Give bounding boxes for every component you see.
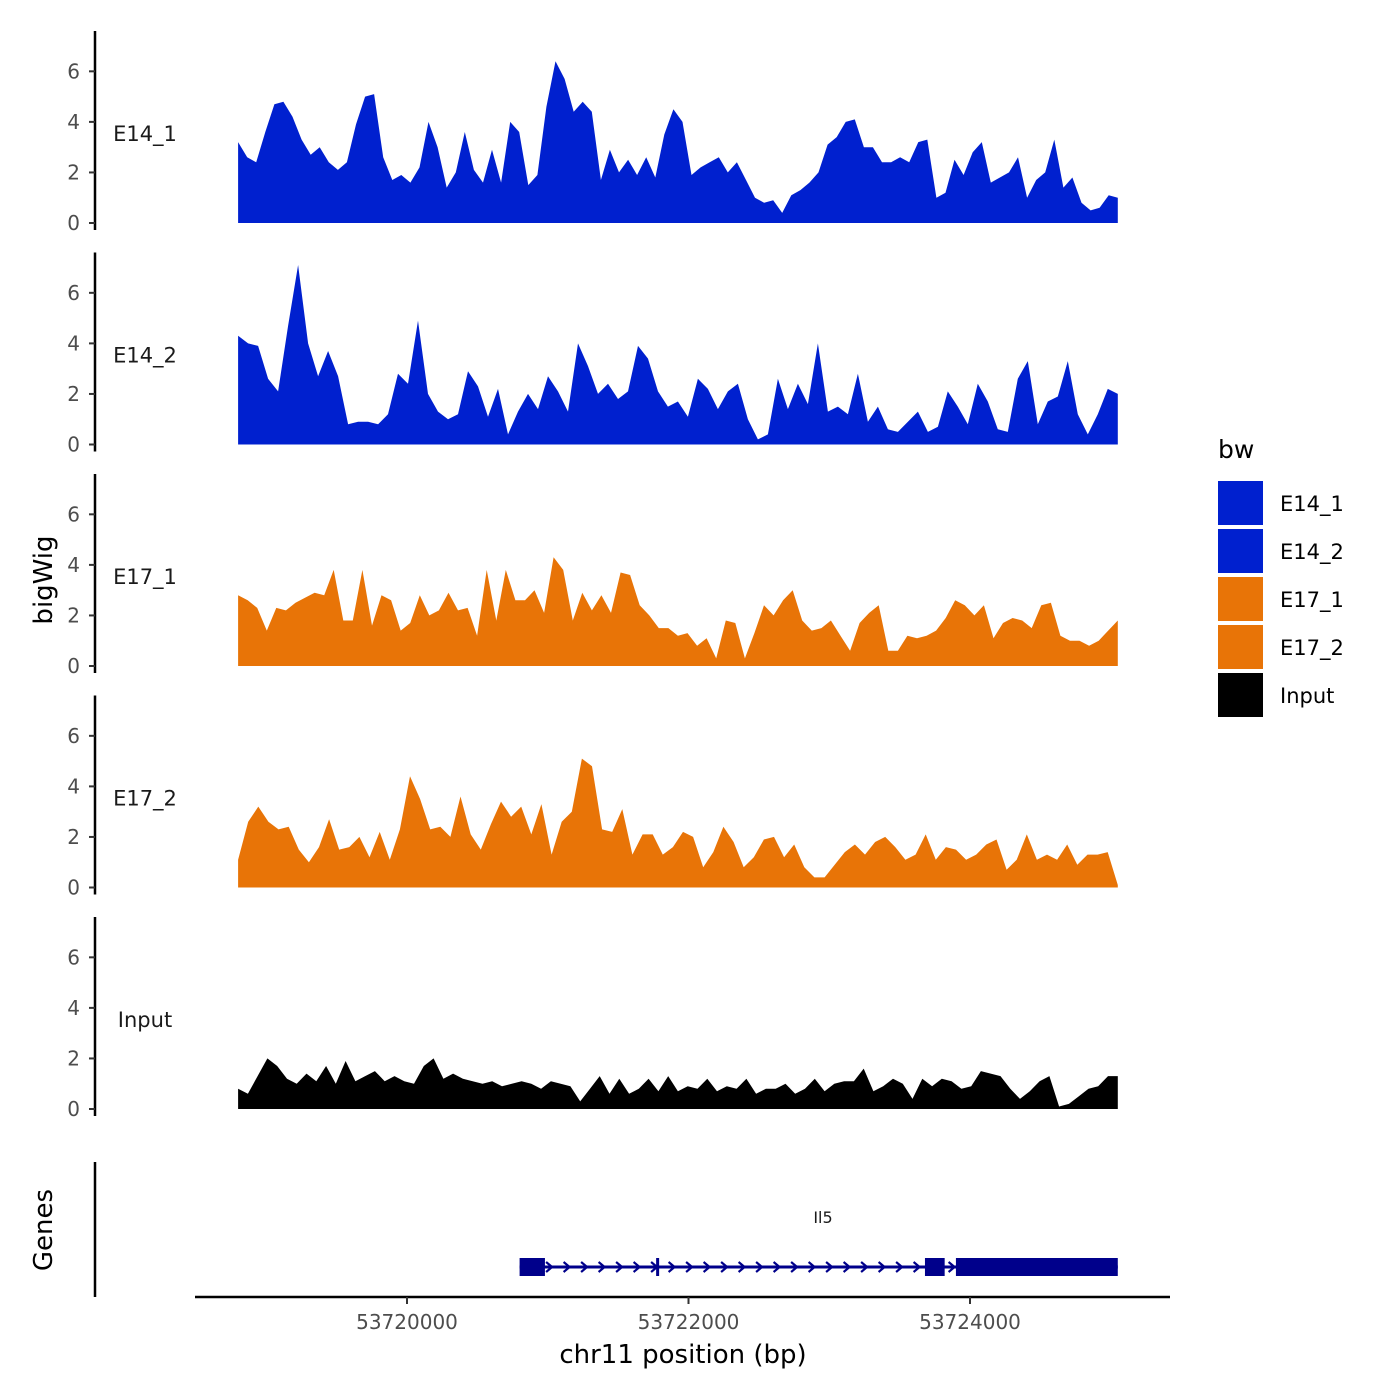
track-input: 0 2 4 6 Input xyxy=(67,917,1118,1121)
strand-arrow xyxy=(895,1261,904,1273)
signal-area-e14-1 xyxy=(238,61,1118,224)
x-tick-label: 53722000 xyxy=(638,1310,740,1334)
y-tick-label: 6 xyxy=(67,281,80,305)
strand-arrow xyxy=(545,1261,554,1273)
gene-track: Genes Il5 xyxy=(29,1162,1118,1297)
y-tick-label: 0 xyxy=(67,654,80,678)
x-axis-title: chr11 position (bp) xyxy=(559,1340,806,1370)
y-tick-label: 6 xyxy=(67,59,80,83)
strand-arrow xyxy=(825,1261,834,1273)
strand-arrow xyxy=(720,1261,729,1273)
strand-arrow xyxy=(685,1261,694,1273)
strand-arrow xyxy=(667,1261,677,1273)
strand-arrow xyxy=(580,1261,589,1273)
legend: bw E14_1 E14_2 E17_1 E17_2 Input xyxy=(1218,435,1344,717)
strand-arrow xyxy=(632,1261,642,1273)
legend-swatch xyxy=(1218,625,1263,669)
strand-arrow xyxy=(947,1261,957,1273)
strand-arrow xyxy=(737,1261,747,1273)
legend-label: E17_2 xyxy=(1280,636,1344,661)
gene-exon xyxy=(656,1258,660,1276)
y-tick-label: 6 xyxy=(67,502,80,526)
strand-arrow xyxy=(877,1261,887,1273)
track-e14-1: 0 2 4 6 E14_1 xyxy=(67,31,1118,235)
legend-label: E14_1 xyxy=(1280,492,1344,517)
gene-model-il5 xyxy=(519,1258,1118,1276)
y-tick-label: 0 xyxy=(67,1097,80,1121)
legend-swatch xyxy=(1218,529,1263,573)
track-e17-2: 0 2 4 6 E17_2 xyxy=(67,695,1118,900)
y-tick-label: 4 xyxy=(67,553,80,577)
signal-area-e17-2 xyxy=(238,758,1118,888)
y-tick-label: 6 xyxy=(67,724,80,748)
gene-exon xyxy=(924,1258,945,1276)
x-axis: 53720000 53722000 53724000 xyxy=(195,1295,1170,1334)
y-tick-label: 2 xyxy=(67,603,80,627)
y-tick-label: 2 xyxy=(67,382,80,406)
strand-arrow xyxy=(755,1261,764,1273)
strand-arrow xyxy=(912,1261,922,1273)
signal-tracks: 0 2 4 6 E14_1 0 2 4 6 E14_2 0 2 4 6 E17_1 0 2 4 6 E17_2 0 2 4 6… xyxy=(67,31,1118,1121)
y-tick-label: 0 xyxy=(67,433,80,457)
legend-title: bw xyxy=(1218,435,1254,464)
y-tick-label: 4 xyxy=(67,110,80,134)
gene-exon xyxy=(519,1258,545,1276)
track-label: E14_2 xyxy=(113,344,177,369)
strand-arrow xyxy=(597,1261,607,1273)
strand-arrow xyxy=(772,1261,782,1273)
y-tick-label: 2 xyxy=(67,160,80,184)
y-tick-label: 4 xyxy=(67,774,80,798)
gene-exon xyxy=(955,1258,1118,1276)
legend-label: E14_2 xyxy=(1280,540,1344,565)
signal-area-input xyxy=(238,1058,1118,1109)
y-tick-label: 4 xyxy=(67,331,80,355)
x-tick-label: 53720000 xyxy=(356,1310,458,1334)
y-tick-label: 4 xyxy=(67,996,80,1020)
strand-arrow xyxy=(842,1261,852,1273)
track-e14-2: 0 2 4 6 E14_2 xyxy=(67,252,1118,457)
legend-swatch xyxy=(1218,577,1263,621)
signal-area-e17-1 xyxy=(238,557,1118,666)
strand-arrow xyxy=(860,1261,869,1273)
track-label: E17_2 xyxy=(113,787,177,812)
y-tick-label: 0 xyxy=(67,876,80,900)
strand-arrow xyxy=(790,1261,799,1273)
signal-area-e14-2 xyxy=(238,265,1118,445)
legend-swatch xyxy=(1218,481,1263,525)
strand-arrow xyxy=(807,1261,817,1273)
gene-track-title: Genes xyxy=(29,1189,59,1271)
track-label: Input xyxy=(118,1008,172,1032)
track-label: E17_1 xyxy=(113,565,177,590)
y-tick-label: 2 xyxy=(67,825,80,849)
strand-arrow xyxy=(615,1261,624,1273)
gene-name-label: Il5 xyxy=(813,1208,832,1227)
strand-arrow xyxy=(702,1261,712,1273)
track-label: E14_1 xyxy=(113,122,177,147)
y-tick-label: 6 xyxy=(67,945,80,969)
strand-arrow xyxy=(562,1261,572,1273)
legend-label: Input xyxy=(1280,684,1334,708)
y-axis-title: bigWig xyxy=(29,535,59,624)
legend-swatch xyxy=(1218,673,1263,717)
y-tick-label: 0 xyxy=(67,211,80,235)
y-tick-label: 2 xyxy=(67,1046,80,1070)
legend-label: E17_1 xyxy=(1280,588,1344,613)
x-tick-label: 53724000 xyxy=(919,1310,1021,1334)
track-e17-1: 0 2 4 6 E17_1 xyxy=(67,474,1118,678)
